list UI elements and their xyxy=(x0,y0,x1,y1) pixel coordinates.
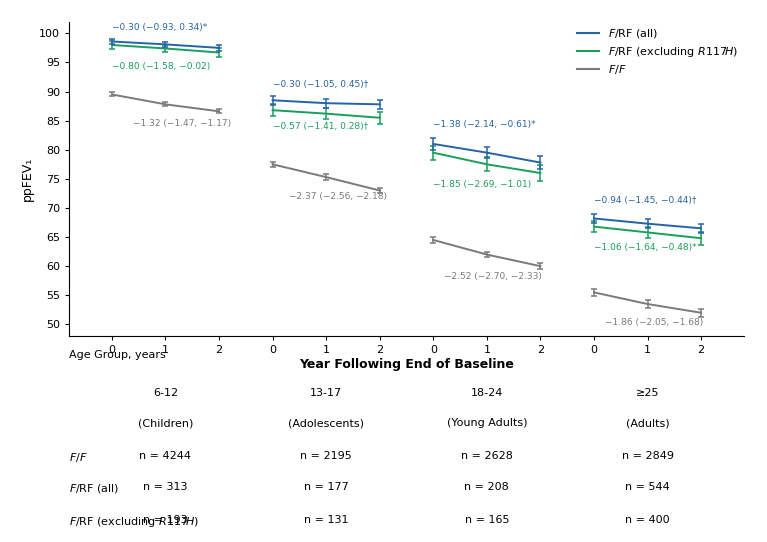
Text: −1.85 (−2.69, −1.01): −1.85 (−2.69, −1.01) xyxy=(433,180,532,189)
Text: −1.32 (−1.47, −1.17): −1.32 (−1.47, −1.17) xyxy=(133,119,232,127)
Text: 6-12: 6-12 xyxy=(153,388,178,397)
Text: (Young Adults): (Young Adults) xyxy=(446,418,527,428)
X-axis label: Year Following End of Baseline: Year Following End of Baseline xyxy=(299,358,514,371)
Legend: $F$/RF (all), $F$/RF (excluding $R117H$), $F$/$F$: $F$/RF (all), $F$/RF (excluding $R117H$)… xyxy=(577,27,739,76)
Text: −2.37 (−2.56, −2.18): −2.37 (−2.56, −2.18) xyxy=(288,192,387,201)
Text: n = 131: n = 131 xyxy=(304,515,348,525)
Text: n = 193: n = 193 xyxy=(143,515,188,525)
Text: n = 177: n = 177 xyxy=(304,482,348,492)
Text: −1.06 (−1.64, −0.48)*: −1.06 (−1.64, −0.48)* xyxy=(594,243,696,251)
Text: −0.30 (−1.05, 0.45)†: −0.30 (−1.05, 0.45)† xyxy=(272,80,368,89)
Text: −0.94 (−1.45, −0.44)†: −0.94 (−1.45, −0.44)† xyxy=(594,196,696,205)
Text: (Children): (Children) xyxy=(138,418,193,428)
Text: −0.57 (−1.41, 0.28)†: −0.57 (−1.41, 0.28)† xyxy=(272,121,367,131)
Text: 13-17: 13-17 xyxy=(310,388,342,397)
Text: $F$/RF (all): $F$/RF (all) xyxy=(69,482,120,495)
Text: ≥25: ≥25 xyxy=(636,388,660,397)
Text: $F$/RF (excluding $R117H$): $F$/RF (excluding $R117H$) xyxy=(69,515,199,529)
Text: n = 165: n = 165 xyxy=(465,515,509,525)
Text: −1.38 (−2.14, −0.61)*: −1.38 (−2.14, −0.61)* xyxy=(433,120,536,130)
Text: (Adolescents): (Adolescents) xyxy=(288,418,364,428)
Text: n = 2849: n = 2849 xyxy=(621,451,673,461)
Text: −0.30 (−0.93, 0.34)*: −0.30 (−0.93, 0.34)* xyxy=(112,23,207,32)
Y-axis label: ppFEV₁: ppFEV₁ xyxy=(21,157,34,201)
Text: n = 2195: n = 2195 xyxy=(301,451,352,461)
Text: n = 2628: n = 2628 xyxy=(461,451,513,461)
Text: n = 208: n = 208 xyxy=(465,482,509,492)
Text: n = 313: n = 313 xyxy=(143,482,188,492)
Text: −0.80 (−1.58, −0.02): −0.80 (−1.58, −0.02) xyxy=(112,62,210,71)
Text: n = 4244: n = 4244 xyxy=(140,451,192,461)
Text: −1.86 (−2.05, −1.68): −1.86 (−2.05, −1.68) xyxy=(604,318,703,327)
Text: −2.52 (−2.70, −2.33): −2.52 (−2.70, −2.33) xyxy=(444,272,542,281)
Text: (Adults): (Adults) xyxy=(626,418,670,428)
Text: Age Group, years: Age Group, years xyxy=(69,351,166,360)
Text: 18-24: 18-24 xyxy=(471,388,503,397)
Text: n = 544: n = 544 xyxy=(625,482,670,492)
Text: $F$/$F$: $F$/$F$ xyxy=(69,451,87,464)
Text: n = 400: n = 400 xyxy=(625,515,670,525)
